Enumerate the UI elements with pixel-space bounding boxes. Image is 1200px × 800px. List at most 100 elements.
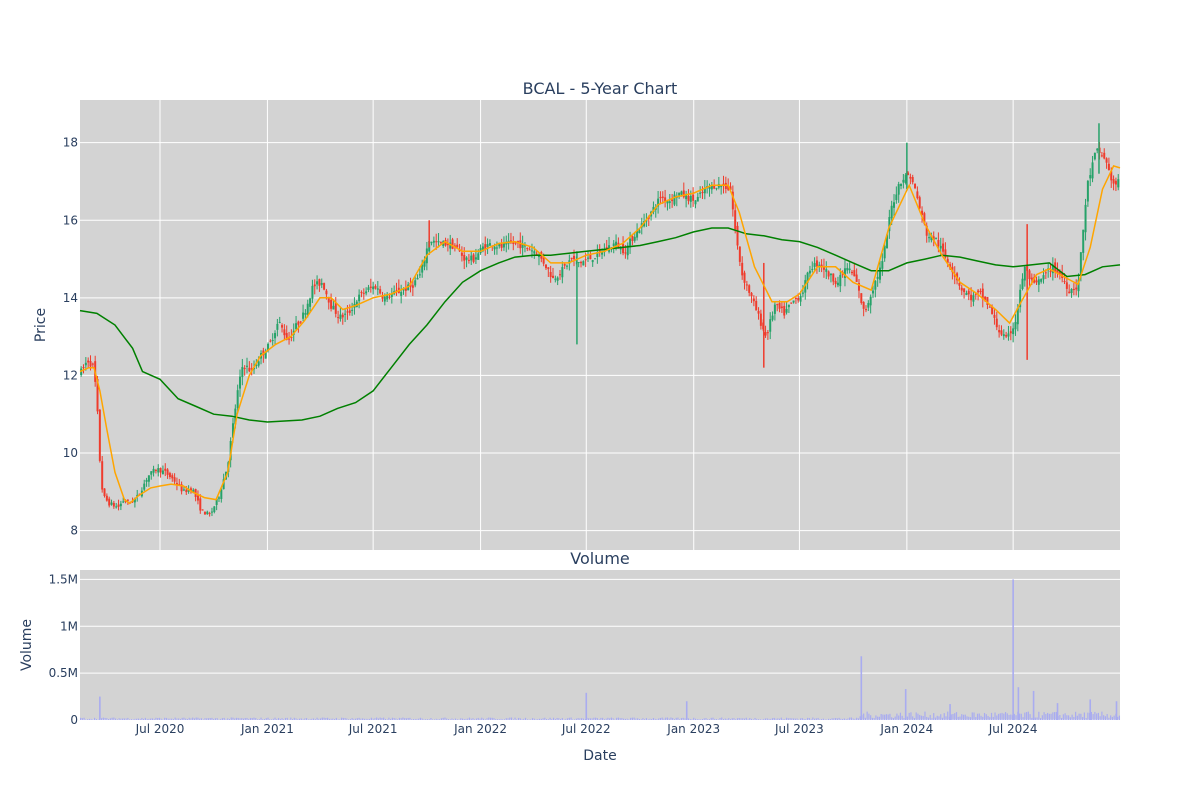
candle-body [554,278,557,280]
volume-bar [910,712,912,720]
volume-bar [780,717,782,720]
volume-bar [889,713,891,720]
candle-body [372,286,375,290]
volume-bar [628,719,630,720]
volume-bar [106,718,108,720]
volume-bar [293,717,295,720]
volume-bar [442,717,444,720]
volume-bar [559,719,562,720]
volume-bar [1117,716,1119,720]
volume-bar [533,718,535,720]
volume-bar [757,719,760,720]
candle-body [995,318,998,328]
candle-body [250,368,253,370]
price-axis-title: Price [33,308,49,342]
volume-bar [768,718,770,720]
volume-bar [992,716,994,720]
volume-bar [101,718,103,720]
candle-body [951,266,954,273]
volume-bar [1076,715,1078,720]
volume-bar [227,718,229,720]
candle-body [769,319,772,332]
volume-bar [1090,711,1092,720]
candle-body [703,187,706,194]
candle-body [327,296,330,303]
candle-body [916,191,919,199]
date-tick-label: Jul 2020 [135,722,185,736]
volume-bar [1064,713,1066,720]
volume-bar [803,718,805,720]
volume-bar [801,718,803,720]
volume-bar [722,719,725,720]
candle-body [348,310,351,313]
volume-bar [673,719,676,720]
volume-bar [475,718,478,720]
candle-body [376,288,379,290]
volume-bar [805,719,807,720]
volume-bar [642,718,644,720]
volume-bar [591,718,593,720]
volume-bar [1097,712,1099,720]
volume-bar [549,717,551,720]
volume-bar [503,719,506,720]
volume-bar [924,711,926,720]
volume-bar [740,718,742,720]
volume-bar [444,717,446,720]
volume-bar [813,718,816,720]
volume-bar [185,718,187,720]
volume-bar [404,718,406,720]
candle-body [776,304,779,306]
candle-body [152,468,155,473]
volume-bar [109,718,111,720]
candle-body [874,280,877,290]
candle-body [290,336,293,338]
volume-bar [1110,715,1112,720]
volume-bar [344,718,346,720]
candle-body [888,217,891,232]
candle-body [895,194,898,201]
candle-body [472,254,475,262]
volume-bar [759,719,761,720]
candle-body [82,367,85,369]
volume-bar [467,718,469,720]
volume-bar [658,718,660,720]
volume-bar [875,715,877,720]
candle-body [710,184,713,190]
candle-body [1079,252,1082,277]
candle-body [126,499,129,501]
volume-bar [917,713,919,720]
volume-bar [929,714,931,720]
candle-body [358,294,361,302]
volume-bar [656,719,658,720]
volume-bar [729,719,732,720]
candle-body [110,502,113,505]
candle-body [946,258,949,263]
candle-body [729,186,732,190]
volume-bar [90,718,92,720]
candle-body [388,296,391,298]
volume-bar [190,718,192,720]
candle-body [147,475,150,482]
candle-body [624,252,627,254]
candle-body [921,210,924,215]
candle-body [988,306,991,308]
candle-body [112,502,115,507]
candle-body [869,296,872,306]
volume-bar [605,718,607,720]
volume-bar [1078,713,1080,720]
volume-bar [276,718,278,720]
volume-bar [1020,713,1022,720]
volume-bar [616,717,618,720]
volume-bar [151,718,154,720]
candle-body [115,506,118,508]
volume-bar [179,719,182,720]
candle-body [556,277,559,281]
volume-bar [260,717,262,720]
volume-bar [479,718,481,720]
date-x-ticks: Jul 2020 Jan 2021 Jul 2021 Jan 2022 Jul 2022… [135,722,1038,736]
volume-bar [665,717,667,720]
candle-body [860,293,863,303]
candle-body [967,290,970,295]
volume-bar [199,718,201,720]
volume-bar [799,718,802,720]
